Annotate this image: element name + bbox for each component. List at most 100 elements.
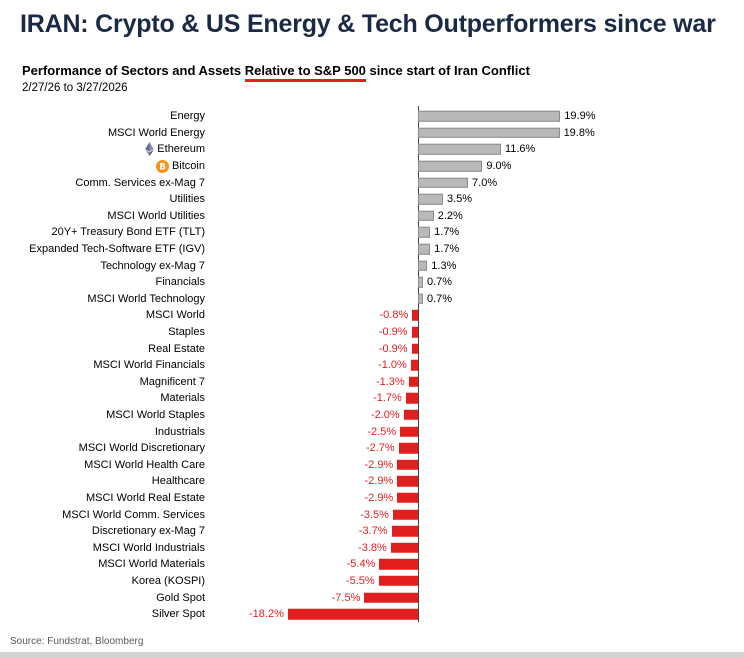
- category-text: Comm. Services ex-Mag 7: [75, 176, 205, 189]
- bar-area: -5.5%: [210, 573, 744, 590]
- bar-area: 9.0%: [210, 158, 744, 175]
- category-label: Technology ex-Mag 7: [0, 260, 210, 272]
- negative-bar: [408, 376, 418, 388]
- category-text: Gold Spot: [156, 591, 205, 604]
- bar-area: 0.7%: [210, 274, 744, 291]
- positive-bar: [418, 144, 501, 155]
- category-label: Comm. Services ex-Mag 7: [0, 177, 210, 189]
- category-text: Expanded Tech-Software ETF (IGV): [29, 243, 205, 256]
- chart-row: MSCI World Real Estate -2.9%: [0, 490, 744, 507]
- zero-axis-line: [418, 106, 419, 623]
- bar-chart: Energy 19.9% MSCI World Energy 19.8% Ethereu…: [0, 106, 744, 623]
- chart-row: Silver Spot -18.2%: [0, 606, 744, 623]
- positive-bar: [418, 111, 561, 122]
- category-label: MSCI World Materials: [0, 558, 210, 570]
- category-text: Technology ex-Mag 7: [100, 259, 205, 272]
- value-label: -3.8%: [358, 541, 387, 554]
- negative-bar: [364, 592, 418, 603]
- category-label: Korea (KOSPI): [0, 575, 210, 587]
- category-label: Healthcare: [0, 475, 210, 487]
- chart-row: Financials 0.7%: [0, 274, 744, 291]
- value-label: -0.9%: [378, 325, 408, 338]
- source-note: Source: Fundstrat, Bloomberg: [10, 636, 144, 647]
- bar-area: 19.8%: [210, 125, 744, 142]
- ethereum-icon: [145, 142, 155, 157]
- bar-area: -2.0%: [210, 407, 744, 424]
- category-text: MSCI World Technology: [87, 292, 205, 305]
- bar-area: -1.0%: [210, 357, 744, 374]
- bar-area: -18.2%: [210, 606, 744, 623]
- category-text: Utilities: [169, 193, 205, 206]
- category-text: MSCI World Materials: [98, 558, 205, 571]
- value-label: -2.9%: [364, 458, 394, 471]
- bar-area: -2.9%: [210, 456, 744, 473]
- value-label: -1.7%: [373, 392, 402, 405]
- category-text: Financials: [155, 276, 205, 289]
- chart-row: MSCI World Health Care -2.9%: [0, 456, 744, 473]
- category-label: Expanded Tech-Software ETF (IGV): [0, 243, 210, 255]
- bar-area: -0.9%: [210, 324, 744, 341]
- value-label: 19.9%: [564, 110, 596, 123]
- positive-bar: [418, 160, 483, 172]
- value-label: -2.0%: [370, 408, 400, 421]
- negative-bar: [412, 310, 418, 321]
- negative-bar: [400, 426, 418, 437]
- chart-row: 20Y+ Treasury Bond ETF (TLT) 1.7%: [0, 224, 744, 241]
- category-label: MSCI World Staples: [0, 409, 210, 421]
- value-label: -18.2%: [249, 607, 284, 620]
- bar-area: -2.5%: [210, 423, 744, 440]
- subtitle-text-post: since start of Iran Conflict: [365, 63, 530, 78]
- category-label: Discretionary ex-Mag 7: [0, 525, 210, 537]
- value-label: 1.7%: [434, 226, 460, 239]
- category-text: MSCI World Discretionary: [78, 442, 205, 455]
- value-label: 7.0%: [472, 176, 498, 189]
- chart-row: Real Estate -0.9%: [0, 340, 744, 357]
- chart-row: Ethereum 11.6%: [0, 141, 744, 158]
- negative-bar: [397, 492, 418, 504]
- value-label: 9.0%: [486, 159, 512, 172]
- category-text: MSCI World Utilities: [107, 209, 205, 222]
- value-label: -1.0%: [378, 358, 407, 371]
- chart-row: MSCI World Energy 19.8%: [0, 125, 744, 142]
- category-label: MSCI World Energy: [0, 127, 210, 139]
- chart-row: MSCI World Utilities 2.2%: [0, 208, 744, 225]
- category-text: MSCI World Energy: [108, 126, 205, 139]
- category-label: Real Estate: [0, 343, 210, 355]
- category-text: MSCI World Real Estate: [85, 491, 205, 504]
- bar-area: -7.5%: [210, 589, 744, 606]
- chart-row: MSCI World Staples -2.0%: [0, 407, 744, 424]
- chart-row: B Bitcoin 9.0%: [0, 158, 744, 175]
- category-label: Silver Spot: [0, 608, 210, 620]
- value-label: -2.9%: [364, 491, 394, 504]
- chart-row: Healthcare -2.9%: [0, 473, 744, 490]
- chart-row: Utilities 3.5%: [0, 191, 744, 208]
- value-label: 11.6%: [504, 143, 536, 156]
- chart-row: MSCI World Financials -1.0%: [0, 357, 744, 374]
- category-text: MSCI World: [145, 309, 205, 322]
- bar-area: -0.9%: [210, 340, 744, 357]
- chart-row: MSCI World -0.8%: [0, 307, 744, 324]
- negative-bar: [397, 476, 418, 487]
- bar-area: -1.7%: [210, 390, 744, 407]
- negative-bar: [378, 575, 418, 587]
- chart-row: Materials -1.7%: [0, 390, 744, 407]
- category-label: B Bitcoin: [0, 159, 210, 173]
- bar-area: -1.3%: [210, 374, 744, 391]
- category-text: Ethereum: [157, 143, 205, 156]
- bar-area: 1.3%: [210, 257, 744, 274]
- bar-area: 11.6%: [210, 141, 744, 158]
- bar-area: 2.2%: [210, 208, 744, 225]
- category-label: MSCI World Comm. Services: [0, 509, 210, 521]
- chart-row: MSCI World Discretionary -2.7%: [0, 440, 744, 457]
- value-label: -1.3%: [375, 375, 405, 388]
- chart-row: Comm. Services ex-Mag 7 7.0%: [0, 174, 744, 191]
- bitcoin-icon: B: [155, 159, 169, 173]
- negative-bar: [379, 559, 418, 570]
- category-label: MSCI World Real Estate: [0, 492, 210, 504]
- value-label: 1.3%: [431, 259, 457, 272]
- chart-row: Discretionary ex-Mag 7 -3.7%: [0, 523, 744, 540]
- value-label: -0.8%: [379, 309, 409, 322]
- value-label: -5.4%: [346, 558, 376, 571]
- chart-rows: Energy 19.9% MSCI World Energy 19.8% Ethereu…: [0, 108, 744, 622]
- date-range: 2/27/26 to 3/27/2026: [22, 82, 128, 94]
